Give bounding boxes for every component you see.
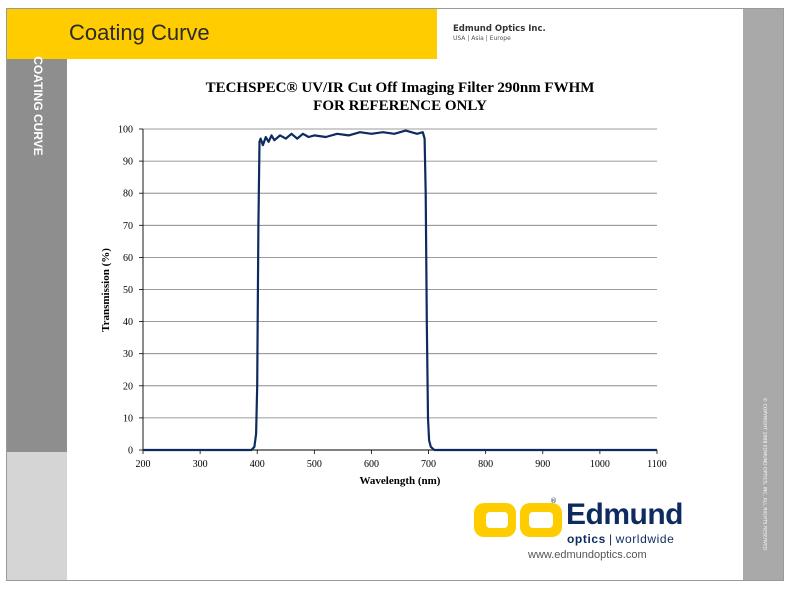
right-sidebar (743, 9, 783, 580)
x-tick-label: 1100 (647, 459, 667, 470)
y-tick-labels: 0 10 20 30 40 50 60 70 80 90 100 (118, 125, 133, 457)
y-tick-label: 50 (123, 285, 133, 296)
x-tick-label: 800 (478, 459, 493, 470)
y-tick-label: 0 (128, 446, 133, 457)
y-tick-label: 80 (123, 189, 133, 200)
edmund-logo-icon (474, 503, 562, 537)
datasheet-frame: Coating Curve Edmund Optics Inc. USA | A… (6, 8, 784, 581)
company-regions: USA | Asia | Europe (453, 35, 511, 42)
company-name: Edmund Optics Inc. (453, 24, 546, 34)
transmission-curve (143, 129, 657, 452)
y-axis-label: Transmission (%) (100, 248, 112, 332)
grid (143, 128, 657, 419)
logo-wordmark: Edmund (566, 498, 684, 531)
header-banner (7, 9, 437, 59)
y-tick-label: 70 (123, 221, 133, 232)
registered-mark: ® (550, 497, 557, 505)
chart-title: TECHSPEC® UV/IR Cut Off Imaging Filter 2… (206, 80, 595, 96)
chart-subtitle: FOR REFERENCE ONLY (313, 98, 487, 114)
x-tick-label: 400 (250, 459, 265, 470)
sidebar-footer (7, 452, 67, 580)
y-tick-label: 20 (123, 381, 133, 392)
x-tick-label: 700 (421, 459, 436, 470)
x-tick-label: 1000 (590, 459, 610, 470)
x-tick-label: 300 (193, 459, 208, 470)
y-tick-label: 40 (123, 317, 133, 328)
x-tick-label: 600 (364, 459, 379, 470)
y-tick-label: 10 (123, 413, 133, 424)
y-tick-label: 100 (118, 125, 133, 136)
website-url: www.edmundoptics.com (528, 549, 647, 561)
sidebar (7, 59, 67, 452)
axes (139, 128, 658, 454)
y-tick-label: 90 (123, 157, 133, 168)
logo-tagline: optics | worldwide (567, 532, 675, 546)
x-tick-label: 500 (307, 459, 322, 470)
x-tick-labels: 200 300 400 500 600 700 800 900 1000 1100 (136, 459, 667, 470)
y-tick-label: 60 (123, 253, 133, 264)
x-axis-label: Wavelength (nm) (360, 475, 441, 487)
x-tick-label: 900 (535, 459, 550, 470)
y-tick-label: 30 (123, 349, 133, 360)
x-tick-label: 200 (136, 459, 151, 470)
page-title: Coating Curve (69, 20, 210, 45)
